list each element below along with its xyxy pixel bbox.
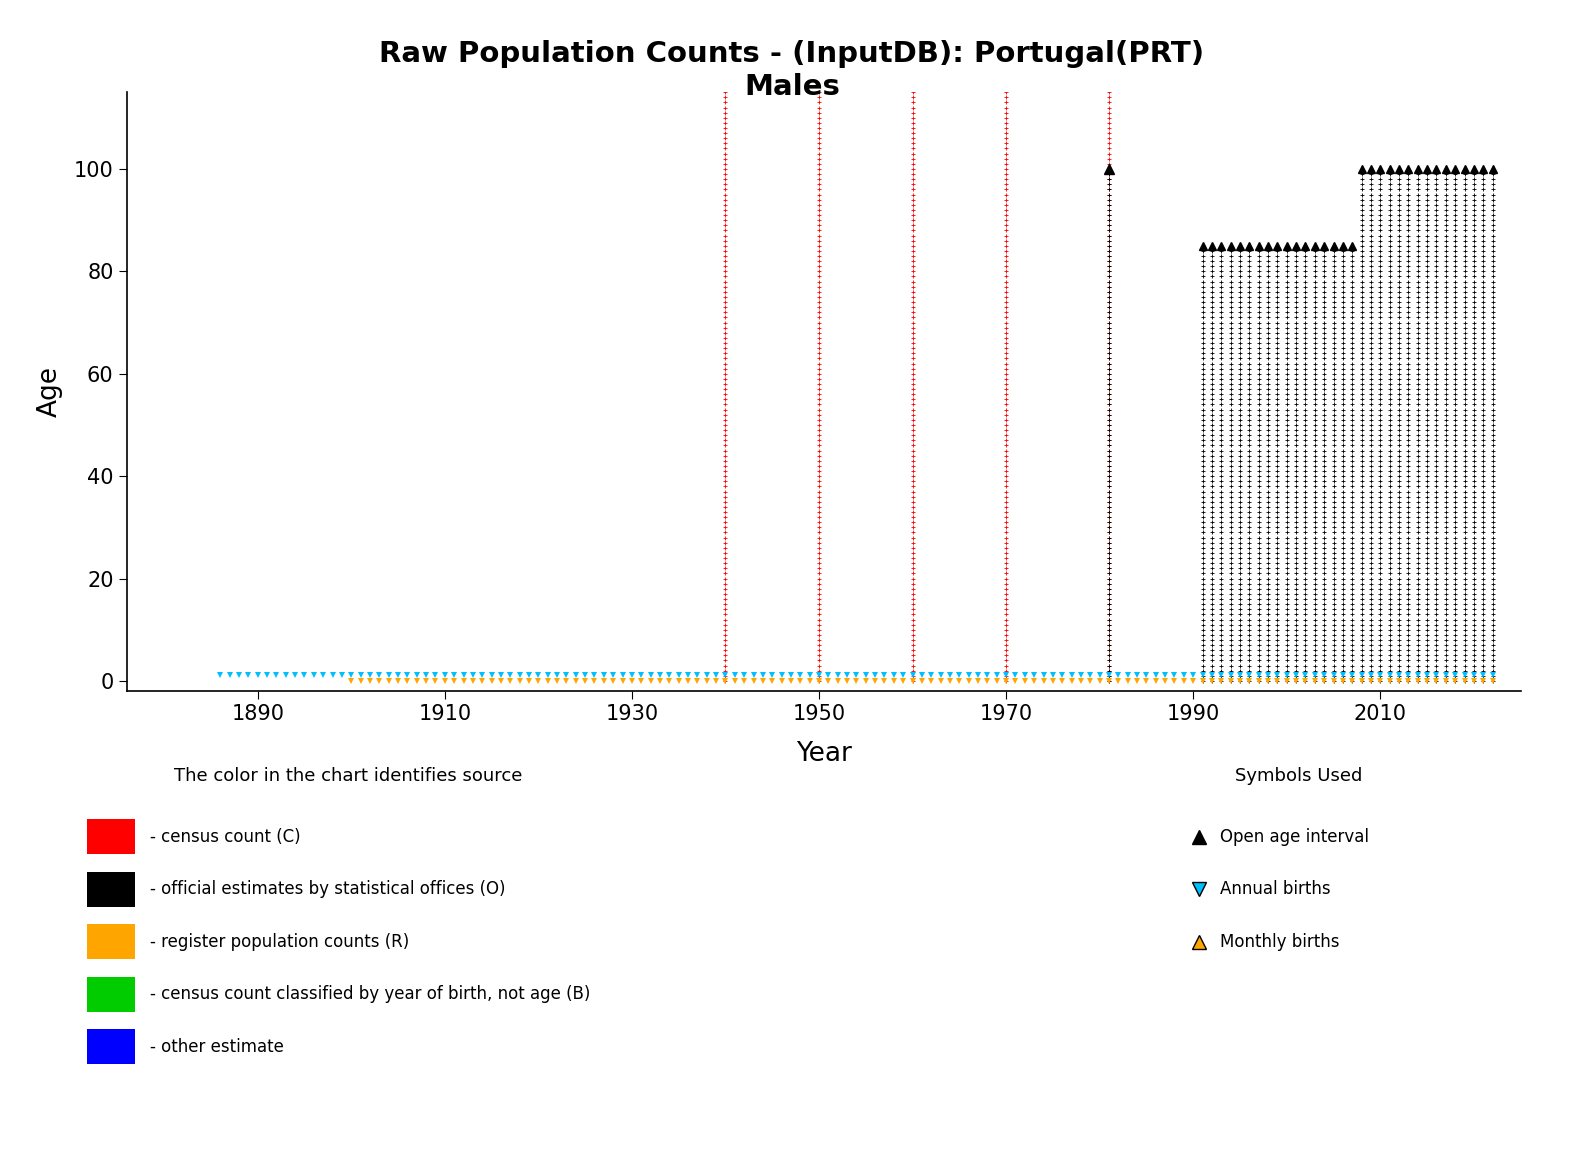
Text: Annual births: Annual births — [1220, 880, 1331, 899]
FancyBboxPatch shape — [87, 1030, 135, 1064]
Text: Raw Population Counts - (InputDB): Portugal(PRT): Raw Population Counts - (InputDB): Portu… — [380, 40, 1204, 68]
FancyBboxPatch shape — [87, 977, 135, 1011]
Text: Open age interval: Open age interval — [1220, 828, 1369, 846]
Text: Males: Males — [744, 73, 840, 100]
Y-axis label: Age: Age — [36, 366, 63, 417]
Text: - census count classified by year of birth, not age (B): - census count classified by year of bir… — [150, 985, 591, 1003]
X-axis label: Year: Year — [795, 741, 852, 767]
FancyBboxPatch shape — [87, 924, 135, 960]
Text: The color in the chart identifies source: The color in the chart identifies source — [174, 767, 523, 785]
Text: Monthly births: Monthly births — [1220, 933, 1338, 950]
Text: - census count (C): - census count (C) — [150, 828, 301, 846]
Text: - official estimates by statistical offices (O): - official estimates by statistical offi… — [150, 880, 505, 899]
FancyBboxPatch shape — [87, 819, 135, 855]
Text: Symbols Used: Symbols Used — [1236, 767, 1362, 785]
Text: - other estimate: - other estimate — [150, 1038, 285, 1056]
FancyBboxPatch shape — [87, 872, 135, 907]
Text: - register population counts (R): - register population counts (R) — [150, 933, 410, 950]
